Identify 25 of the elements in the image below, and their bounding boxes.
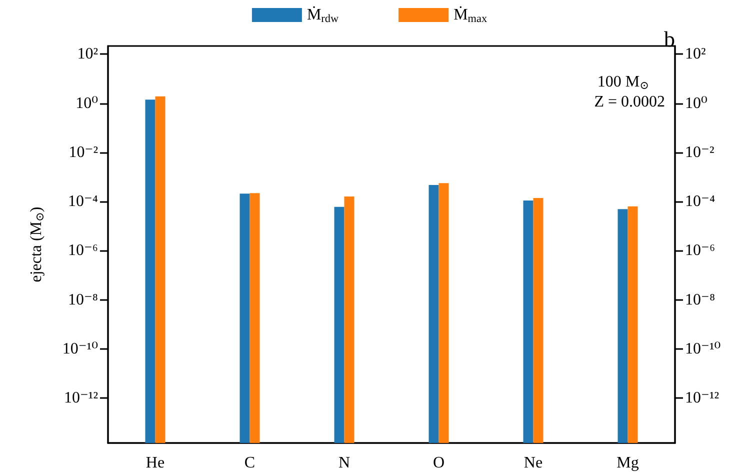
text: 10²	[685, 46, 706, 63]
x-tick-label: C	[244, 454, 256, 472]
annotation: Z = 0.0002	[594, 94, 665, 110]
y-tick-label: 10⁻¹⁰	[62, 340, 98, 358]
y-tick-label: 10²	[77, 46, 98, 63]
x-tick-label: O	[432, 454, 445, 472]
y-tick-label: 10⁰	[76, 94, 98, 112]
annotation: 100 M⊙	[597, 74, 649, 92]
y-tick-label: 10⁻⁴	[68, 193, 98, 210]
text: 10⁻⁶	[685, 242, 716, 260]
text: 10⁻¹²	[685, 390, 720, 407]
x-tick-label: N	[338, 454, 350, 472]
y-tick-label: 10⁻⁶	[68, 242, 98, 260]
text: 10⁻²	[685, 144, 714, 161]
x-tick-label: Ne	[524, 454, 543, 472]
y-axis-title: ejecta (M⊙)	[28, 206, 46, 282]
text: 10⁻¹⁰	[685, 340, 721, 358]
text: 10⁻⁸	[685, 291, 716, 308]
y-tick-label: 10⁻⁸	[68, 291, 98, 308]
x-tick-label: He	[146, 454, 165, 472]
x-tick-label: Mg	[616, 454, 639, 472]
text: 10⁰	[685, 94, 708, 112]
y-tick-label: 10⁻²	[68, 144, 98, 161]
text: 10⁻⁴	[685, 193, 716, 210]
y-tick-label: 10⁻¹²	[64, 390, 98, 407]
